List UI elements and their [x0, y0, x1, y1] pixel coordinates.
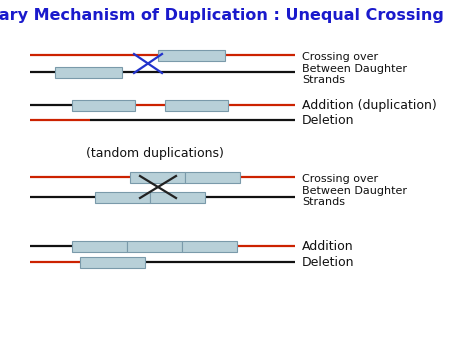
Text: Addition: Addition [302, 240, 354, 252]
Bar [158, 49, 225, 61]
Text: Crossing over
Between Daughter
Strands: Crossing over Between Daughter Strands [302, 174, 407, 207]
Bar [182, 241, 237, 251]
Text: Deletion: Deletion [302, 256, 355, 268]
Bar [95, 192, 150, 202]
Bar [150, 192, 205, 202]
Bar [165, 99, 228, 111]
Text: Primary Mechanism of Duplication : Unequal Crossing Over: Primary Mechanism of Duplication : Unequ… [0, 8, 450, 23]
Bar [127, 241, 182, 251]
Bar [55, 67, 122, 77]
Bar [80, 257, 145, 267]
Text: Addition (duplication): Addition (duplication) [302, 98, 437, 112]
Text: Crossing over
Between Daughter
Strands: Crossing over Between Daughter Strands [302, 52, 407, 85]
Bar [72, 99, 135, 111]
Text: Deletion: Deletion [302, 114, 355, 126]
Bar [72, 241, 127, 251]
Text: (tandom duplications): (tandom duplications) [86, 147, 224, 160]
Bar [130, 171, 185, 183]
Bar [185, 171, 240, 183]
